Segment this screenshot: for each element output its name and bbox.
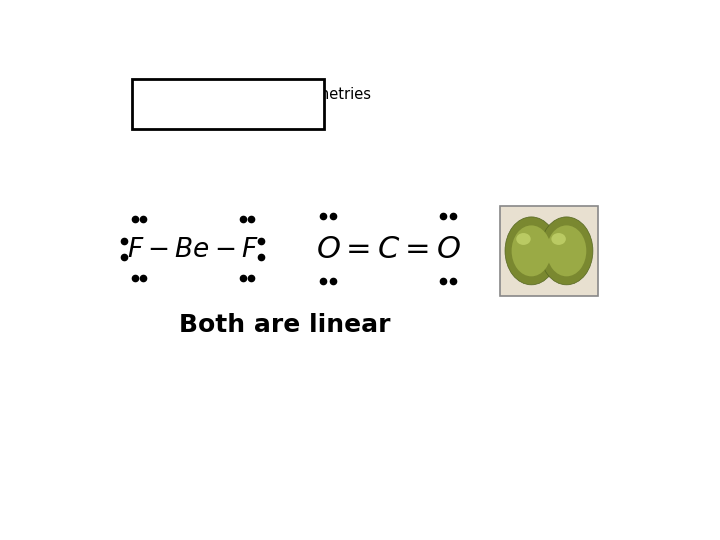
Bar	[500, 206, 598, 295]
Text: $\mathit{O=C=O}$: $\mathit{O=C=O}$	[316, 234, 461, 265]
Ellipse shape	[546, 225, 586, 276]
Text: for BeF: for BeF	[138, 104, 190, 119]
Ellipse shape	[552, 233, 566, 245]
Bar	[500, 206, 598, 295]
Text: Compare Molecular Geometries: Compare Molecular Geometries	[138, 87, 371, 102]
Text: 2: 2	[247, 112, 253, 122]
Ellipse shape	[505, 217, 558, 285]
Ellipse shape	[516, 233, 531, 245]
Text: 2: 2	[190, 112, 197, 122]
Text: Both are linear: Both are linear	[179, 313, 391, 336]
Bar	[132, 79, 324, 129]
Ellipse shape	[512, 225, 551, 276]
Text: $\mathit{F-Be-F}$: $\mathit{F-Be-F}$	[127, 238, 259, 262]
Text: and CO: and CO	[198, 104, 256, 119]
Ellipse shape	[540, 217, 593, 285]
